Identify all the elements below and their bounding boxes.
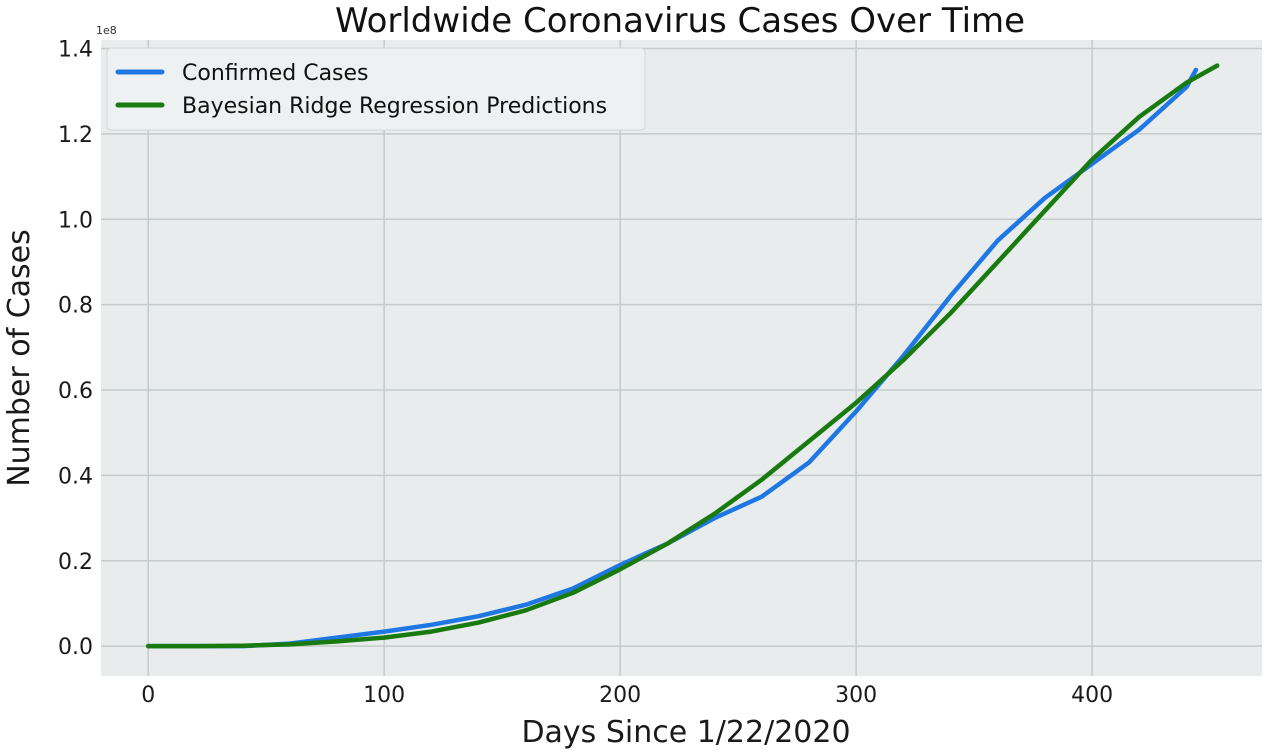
- x-tick-label: 300: [835, 683, 877, 708]
- x-axis-label: Days Since 1/22/2020: [521, 715, 850, 750]
- y-axis-label: Number of Cases: [2, 229, 37, 487]
- tick-labels: 0 100 200 300 400 0.0 0.2 0.4 0.6 0.8 1.0 1.2 1.4: [58, 38, 1113, 708]
- y-tick-label: 0.0: [58, 635, 93, 660]
- legend-label-confirmed-cases: Confirmed Cases: [182, 61, 369, 86]
- y-tick-label: 1.0: [58, 208, 93, 233]
- legend-box: [106, 47, 646, 131]
- x-tick-label: 400: [1071, 683, 1113, 708]
- y-tick-label: 1.4: [58, 38, 93, 63]
- legend-label-bayesian-ridge: Bayesian Ridge Regression Predictions: [182, 94, 607, 119]
- y-tick-label: 1.2: [58, 123, 93, 148]
- y-tick-label: 0.2: [58, 550, 93, 575]
- series-line-bayesian-ridge: [145, 63, 1220, 649]
- y-exponent-label: 1e8: [96, 24, 117, 37]
- y-tick-label: 0.8: [58, 294, 93, 319]
- y-tick-label: 0.6: [58, 379, 93, 404]
- plot-background: [101, 40, 1262, 676]
- chart-title: Worldwide Coronavirus Cases Over Time: [335, 1, 1025, 41]
- x-tick-label: 200: [599, 683, 641, 708]
- series-lines: [145, 63, 1220, 649]
- x-tick-label: 100: [363, 683, 405, 708]
- legend: Confirmed Cases Bayesian Ridge Regressio…: [106, 47, 646, 131]
- x-tick-label: 0: [141, 683, 155, 708]
- y-tick-label: 0.4: [58, 464, 93, 489]
